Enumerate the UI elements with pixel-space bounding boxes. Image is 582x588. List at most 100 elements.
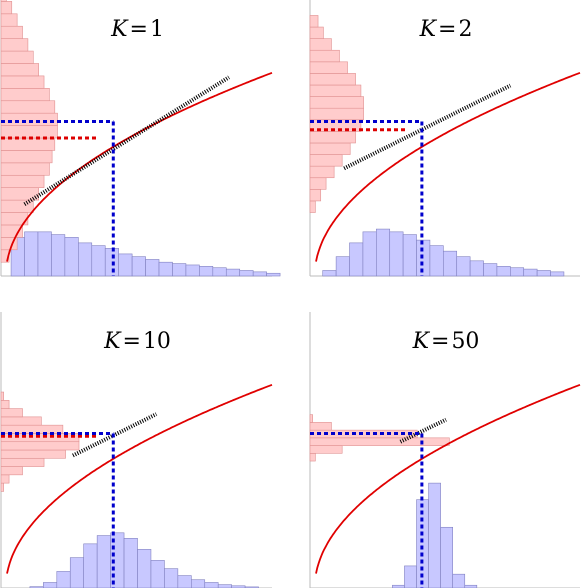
fx-hist-bar (0, 13, 18, 27)
fx-hist-bar (309, 414, 313, 423)
fx-hist-bar (0, 416, 42, 426)
x-hist-bar (322, 270, 337, 277)
x-hist-bar (64, 237, 79, 277)
fx-hist-bar (0, 25, 23, 39)
x-hist-bar (440, 526, 454, 588)
x-hist-bar (37, 231, 52, 277)
x-hist-bar (362, 231, 377, 277)
fx-hist-bar (0, 449, 66, 459)
x-hist-bar (199, 266, 214, 277)
x-hist-bar (456, 256, 471, 277)
x-hist-bar (123, 538, 138, 588)
title-variable: K (110, 17, 129, 42)
fx-hist-bar (0, 408, 23, 418)
fx-hist-bar (0, 125, 58, 139)
fx-hist-bar (0, 88, 50, 102)
fx-hist-bar (0, 75, 45, 89)
fx-hist-bar (309, 84, 362, 97)
x-hist-bar (83, 543, 98, 588)
fx-hist-bar (0, 38, 29, 52)
x-hist-bar (78, 242, 93, 277)
x-hist-bar (158, 261, 173, 277)
fx-hist-bar (309, 38, 332, 51)
panel-title: K=1 (110, 17, 164, 42)
tangent-line (399, 417, 447, 444)
tangent-line (72, 412, 158, 458)
x-hist-bar (185, 264, 200, 277)
x-hist-bar (469, 260, 484, 277)
x-hist-bar (443, 250, 458, 277)
x-hist-bar (335, 256, 350, 277)
x-hist-bar (191, 579, 206, 588)
x-hist-bar (212, 267, 227, 277)
x-hist-bar (389, 231, 404, 277)
x-hist-bar (204, 582, 219, 588)
x-hist-bar (483, 263, 498, 277)
x-hist-bar (118, 253, 133, 277)
fx-hist-bar (309, 73, 356, 86)
fx-hist-bar (309, 61, 348, 74)
tangent-line (23, 75, 231, 206)
x-hist-bar (225, 268, 241, 277)
x-hist-bar (43, 582, 58, 588)
x-hist-bar (96, 535, 111, 588)
x-hist-bar (429, 245, 444, 277)
title-equals: = (123, 329, 141, 354)
x-hist-bar (69, 557, 84, 588)
x-hist-bar (51, 234, 66, 277)
x-hist-bar (428, 482, 441, 588)
title-equals: = (438, 17, 456, 42)
fx-hist-bar (0, 441, 80, 451)
fx-hist-bar (309, 422, 332, 431)
fx-hist-bar (0, 50, 34, 64)
title-variable: K (419, 17, 438, 42)
fx-hist-bar (309, 142, 351, 155)
title-equals: = (431, 329, 449, 354)
fx-hist-bar (0, 199, 34, 213)
fx-hist-bar (0, 0, 7, 2)
x-hist-bar (376, 228, 391, 277)
x-hist-bar (536, 270, 551, 277)
x-hist-bar (177, 575, 192, 588)
panel-3: K=10 (0, 312, 273, 588)
title-variable: K (103, 329, 122, 354)
panel-2: K=2 (309, 0, 581, 277)
x-hist-bar (24, 231, 39, 277)
x-hist-bar (349, 242, 364, 277)
concave-curve (6, 383, 273, 574)
x-hist-bar (137, 549, 152, 588)
x-hist-bar (550, 271, 565, 277)
panel-1: K=1 (0, 0, 281, 277)
fx-hist-bar (309, 26, 324, 39)
fx-hist-bar (309, 165, 335, 179)
x-hist-bar (150, 560, 165, 588)
fx-hist-bar (0, 466, 23, 476)
x-hist-bar (523, 268, 538, 277)
x-hist-bar (404, 565, 417, 588)
title-value: 50 (451, 329, 479, 354)
fx-hist-bar (309, 107, 364, 121)
x-hist-bar (239, 270, 254, 277)
fx-hist-bar (0, 162, 50, 176)
fx-hist-bar (309, 96, 364, 109)
concave-curve (315, 383, 581, 574)
fx-hist-bar (0, 474, 10, 484)
title-value: 2 (458, 17, 472, 42)
fx-hist-bar (0, 1, 13, 15)
fx-hist-bar (0, 391, 4, 401)
title-variable: K (412, 329, 431, 354)
x-hist-bar (91, 245, 106, 277)
fx-hist-bar (309, 177, 327, 190)
title-equals: = (130, 17, 148, 42)
fx-hist-bar (309, 189, 322, 202)
title-value: 10 (143, 329, 171, 354)
concave-curve (315, 71, 581, 262)
title-value: 1 (150, 17, 164, 42)
x-hist-bar (452, 573, 466, 588)
fx-hist-bar (309, 15, 319, 28)
x-hist-bar (496, 266, 511, 277)
fx-hist-bar (0, 400, 10, 409)
fx-hist-bar (0, 63, 39, 77)
panel-4: K=50 (309, 312, 581, 588)
